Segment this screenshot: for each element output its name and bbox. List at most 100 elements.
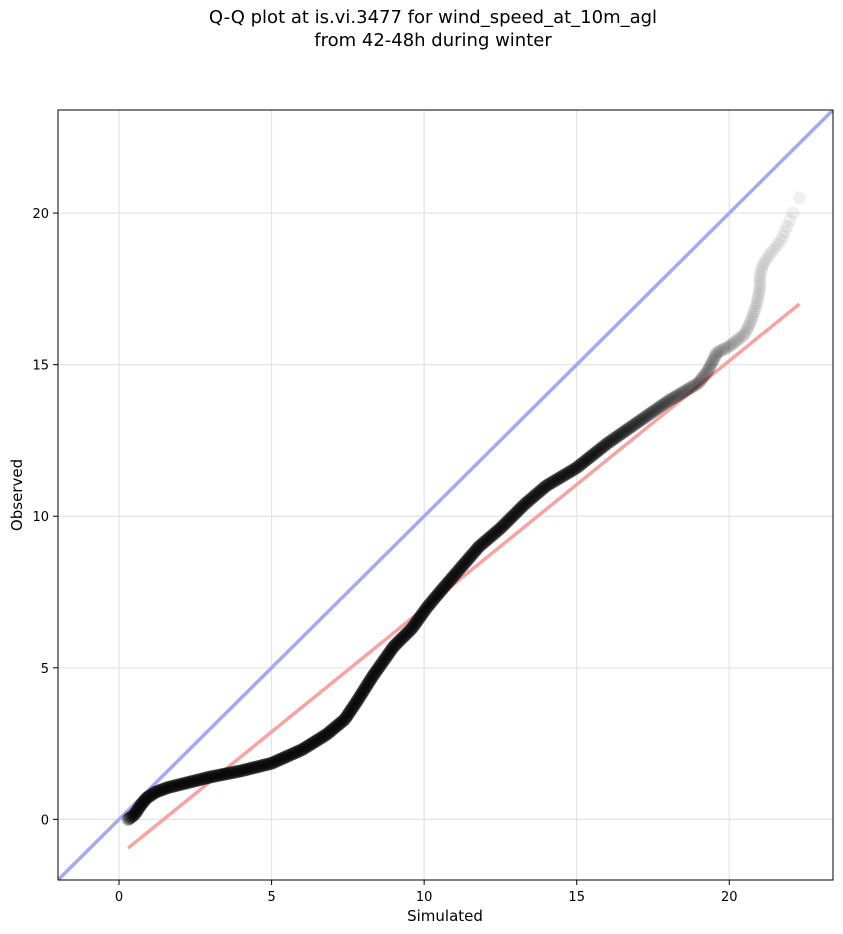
data-point [287,746,301,760]
data-point [304,737,318,751]
data-point [379,651,393,665]
data-point [281,749,295,763]
data-point [355,687,369,701]
data-point [566,463,580,477]
data-point [373,658,387,672]
data-point [166,779,180,793]
data-point [412,612,426,626]
data-point [420,600,434,614]
data-point [136,795,150,809]
data-point [367,667,381,681]
data-point [253,759,267,773]
data-point [517,498,531,512]
data-point [763,247,777,261]
data-point [731,333,745,347]
data-point [255,759,269,773]
data-point [492,523,506,537]
data-point [369,665,383,679]
data-point [752,285,766,299]
data-point [311,732,325,746]
data-point [122,812,136,826]
data-point [348,697,362,711]
data-point [675,386,689,400]
data-point [516,499,530,513]
data-point [143,789,157,803]
data-point [583,451,597,465]
data-point [221,766,235,780]
data-point [616,426,630,440]
data-point [591,444,605,458]
data-point [217,767,231,781]
data-point [465,548,479,562]
data-point [460,553,474,567]
data-point [645,405,659,419]
data-point [423,597,437,611]
data-point [581,452,595,466]
data-point [703,360,717,374]
data-point [439,578,453,592]
data-point [397,629,411,643]
data-point [531,486,545,500]
data-point [441,576,455,590]
data-point [343,705,357,719]
data-point [699,366,713,380]
data-point [176,777,190,791]
data-point [130,803,144,817]
data-point [429,589,443,603]
data-point [309,734,323,748]
data-point [605,433,619,447]
data-point [219,767,233,781]
data-point [653,399,667,413]
data-point [247,761,261,775]
data-point [209,769,223,783]
data-point [554,470,568,484]
data-point [134,798,148,812]
data-point [725,338,739,352]
data-point [306,736,320,750]
data-point [792,191,806,205]
data-point [356,685,370,699]
data-point [602,435,616,449]
data-point [746,307,760,321]
data-point [750,293,764,307]
data-point [622,421,636,435]
data-point [470,542,484,556]
data-point [380,649,394,663]
data-point [610,430,624,444]
data-point [421,599,435,613]
data-point [719,341,733,355]
data-point [344,703,358,717]
data-point [201,770,215,784]
data-point [351,693,365,707]
data-point [512,503,526,517]
data-point [346,701,360,715]
data-point [643,406,657,420]
data-point [154,783,168,797]
data-point [747,304,761,318]
y-tick-label: 5 [41,662,49,677]
data-point [417,604,431,618]
data-point [461,552,475,566]
data-point [740,322,754,336]
data-point [125,810,139,824]
data-point [302,738,316,752]
data-point [364,672,378,686]
data-point [320,727,334,741]
data-point [135,796,149,810]
data-point [249,760,263,774]
data-point [519,496,533,510]
data-point [415,607,429,621]
data-point [131,802,145,816]
data-point [419,602,433,616]
x-axis: 0 5 10 15 20 [115,880,738,905]
data-point [289,745,303,759]
data-point [349,696,363,710]
data-point [374,657,388,671]
data-point [407,619,421,633]
data-point [347,698,361,712]
data-point [652,401,666,415]
data-point [332,717,346,731]
data-point [548,474,562,488]
data-point [515,500,529,514]
data-point [329,720,343,734]
